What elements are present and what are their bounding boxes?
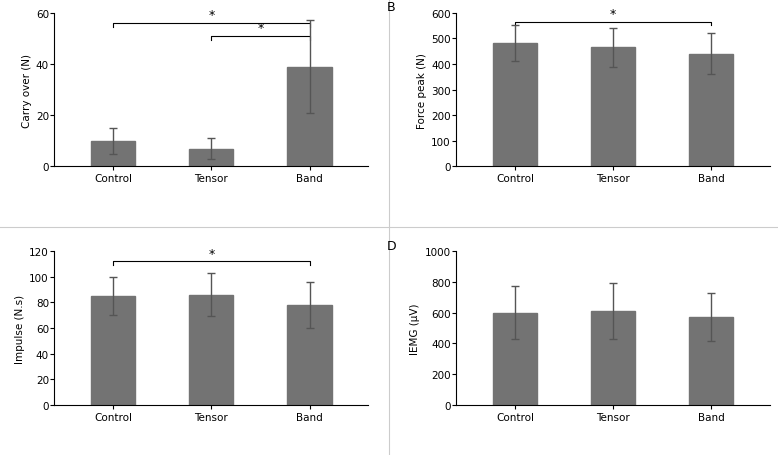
Text: *: * bbox=[209, 247, 215, 260]
Bar bbox=[591, 48, 636, 167]
Bar bbox=[493, 313, 538, 405]
Text: *: * bbox=[209, 10, 215, 22]
Bar bbox=[287, 67, 331, 167]
Y-axis label: Force peak (N): Force peak (N) bbox=[417, 52, 427, 128]
Y-axis label: Carry over (N): Carry over (N) bbox=[22, 53, 32, 127]
Text: *: * bbox=[258, 22, 264, 35]
Bar bbox=[91, 296, 135, 405]
Y-axis label: IEMG (μV): IEMG (μV) bbox=[411, 303, 420, 354]
Bar bbox=[689, 318, 734, 405]
Y-axis label: Impulse (N.s): Impulse (N.s) bbox=[15, 294, 25, 363]
Bar bbox=[689, 55, 734, 167]
Bar bbox=[91, 142, 135, 167]
Text: B: B bbox=[387, 1, 396, 15]
Bar bbox=[189, 295, 233, 405]
Text: D: D bbox=[387, 239, 397, 252]
Text: *: * bbox=[610, 8, 616, 21]
Bar bbox=[493, 44, 538, 167]
Bar bbox=[591, 311, 636, 405]
Bar bbox=[287, 305, 331, 405]
Bar bbox=[189, 149, 233, 167]
